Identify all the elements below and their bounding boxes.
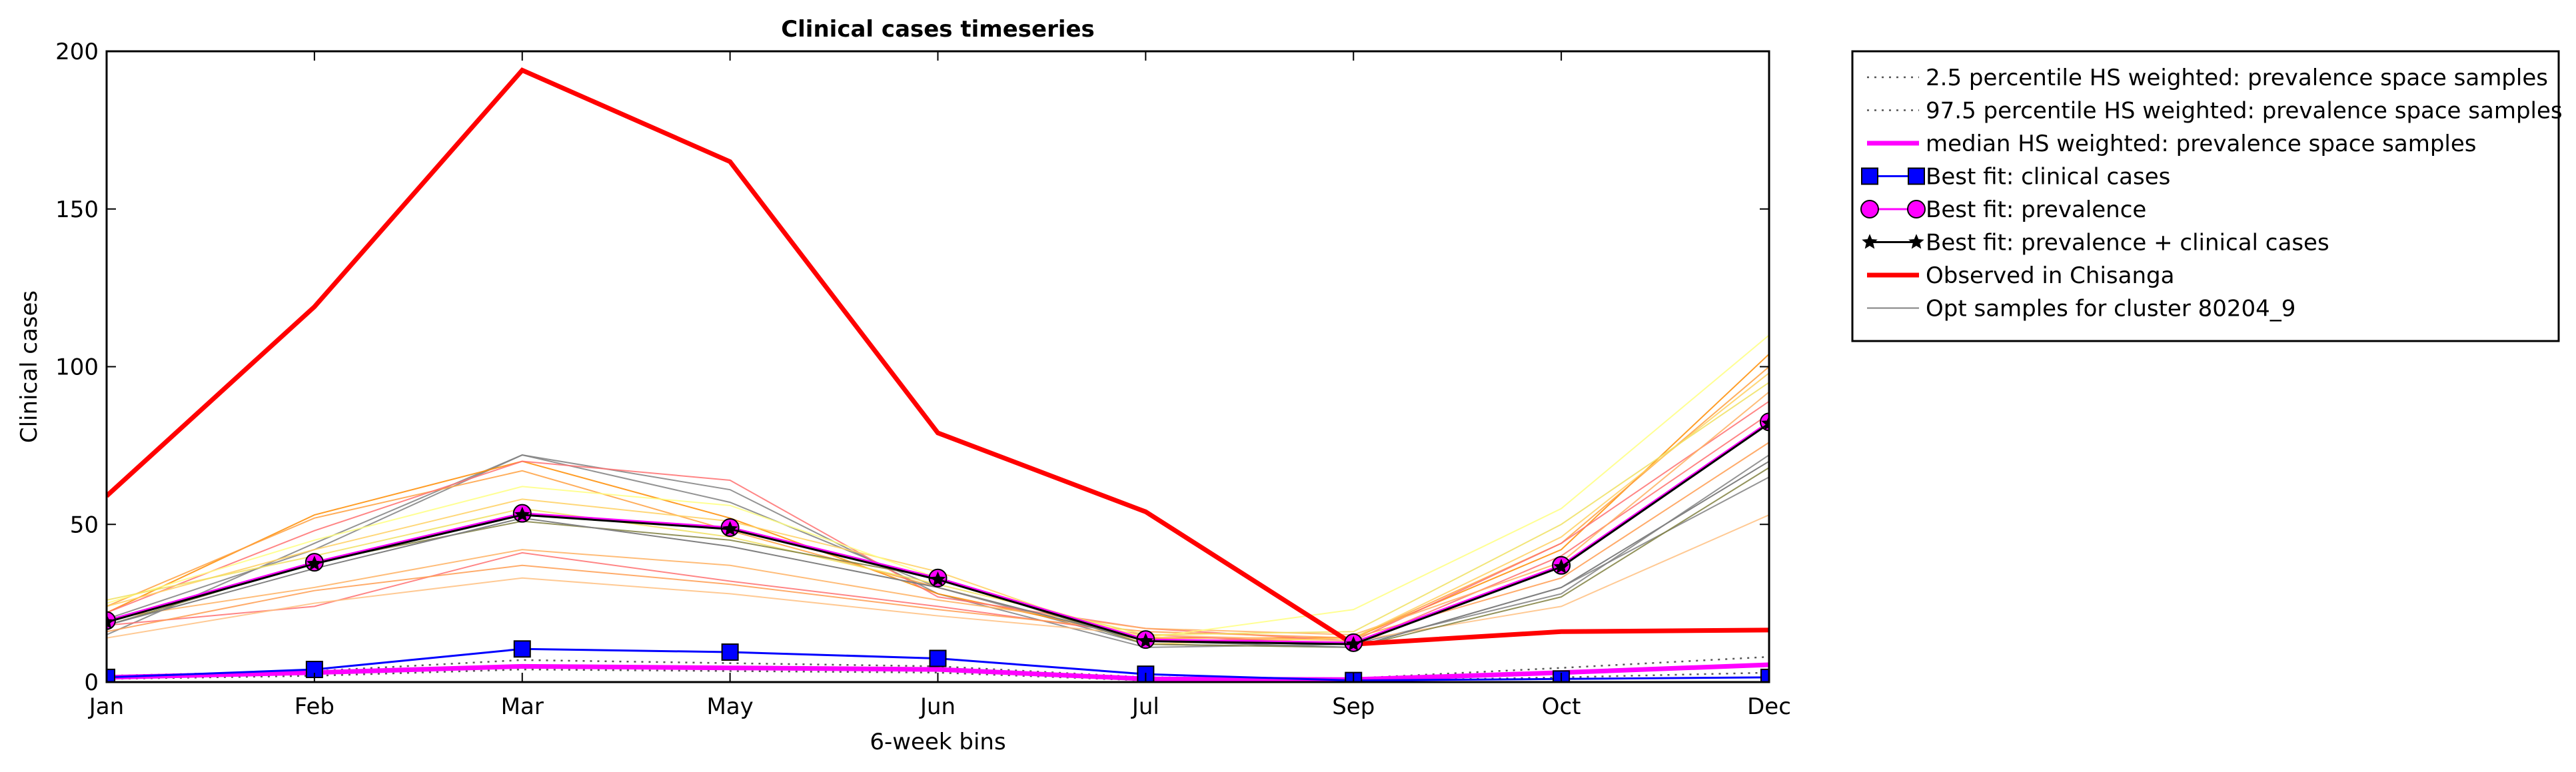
legend-marker-circle bbox=[1907, 200, 1926, 218]
data-point-star bbox=[930, 571, 946, 587]
x-tick-label: Mar bbox=[501, 693, 544, 720]
x-tick-label: Dec bbox=[1747, 693, 1791, 720]
data-point-square bbox=[721, 643, 739, 661]
plot-area bbox=[107, 67, 1769, 682]
legend-entry-label: Best fit: prevalence bbox=[1926, 196, 2146, 223]
y-tick-label: 100 bbox=[55, 354, 99, 381]
x-tick-label: Jan bbox=[88, 693, 124, 720]
sample-line bbox=[107, 400, 1769, 642]
sample-line bbox=[107, 514, 1769, 642]
y-axis-label: Clinical cases bbox=[16, 290, 43, 443]
data-point-star bbox=[514, 506, 530, 522]
x-tick-label: Jul bbox=[1131, 693, 1159, 720]
legend-marker-star bbox=[1862, 234, 1878, 249]
x-tick-label: Sep bbox=[1332, 693, 1375, 720]
data-point-star bbox=[1345, 635, 1361, 651]
series-line bbox=[107, 662, 1769, 682]
legend-entry-label: 2.5 percentile HS weighted: prevalence s… bbox=[1926, 65, 2548, 91]
data-point-square bbox=[929, 649, 947, 667]
data-point-star bbox=[307, 556, 322, 571]
chart-title: Clinical cases timeseries bbox=[781, 16, 1095, 43]
data-point-star bbox=[722, 521, 738, 536]
x-tick-label: Jun bbox=[919, 693, 956, 720]
series-line bbox=[107, 422, 1769, 645]
legend-entry-label: Observed in Chisanga bbox=[1926, 262, 2174, 289]
sample-line bbox=[107, 391, 1769, 635]
data-point-square bbox=[107, 668, 115, 682]
series-line bbox=[107, 655, 1769, 679]
legend-entry-label: 97.5 percentile HS weighted: prevalence … bbox=[1926, 98, 2563, 125]
sample-line bbox=[107, 413, 1769, 645]
data-point-square bbox=[513, 640, 531, 658]
x-axis-label: 6-week bins bbox=[870, 729, 1005, 755]
legend-entry-label: Opt samples for cluster 80204_9 bbox=[1926, 296, 2295, 322]
series-line bbox=[107, 460, 1769, 648]
legend-box bbox=[1851, 50, 2560, 342]
series-group bbox=[107, 67, 1769, 682]
data-point-square bbox=[1760, 668, 1769, 682]
x-tick-label: Oct bbox=[1542, 693, 1581, 720]
sample-line bbox=[107, 334, 1769, 639]
data-point-star bbox=[1137, 633, 1154, 648]
legend-marker-circle bbox=[1860, 200, 1879, 218]
legend-marker-square bbox=[1861, 167, 1878, 185]
data-point-star bbox=[1553, 558, 1569, 574]
y-tick-label: 50 bbox=[70, 512, 99, 538]
y-tick-label: 150 bbox=[55, 196, 99, 223]
legend-marker-square bbox=[1908, 167, 1925, 185]
sample-line bbox=[107, 353, 1769, 639]
legend-entry-label: median HS weighted: prevalence space sam… bbox=[1926, 131, 2477, 157]
legend-entry-label: Best fit: prevalence + clinical cases bbox=[1926, 230, 2329, 256]
x-tick-label: May bbox=[706, 693, 753, 720]
x-tick-label: Feb bbox=[295, 693, 334, 720]
legend: 2.5 percentile HS weighted: prevalence s… bbox=[1851, 50, 2563, 342]
legend-marker-star bbox=[1908, 234, 1924, 249]
sample-line bbox=[107, 454, 1769, 648]
legend-entry-label: Best fit: clinical cases bbox=[1926, 164, 2170, 191]
sample-line bbox=[107, 442, 1769, 639]
data-point-star bbox=[1761, 415, 1769, 430]
data-point-star bbox=[107, 613, 115, 629]
axes: 0 50 100 150 200 Jan Feb Mar May Jun Jul Sep Oct Dec bbox=[55, 39, 1791, 720]
series-line bbox=[107, 67, 1769, 647]
y-tick-label: 0 bbox=[84, 669, 99, 696]
sample-line bbox=[107, 454, 1769, 648]
y-tick-label: 200 bbox=[55, 39, 99, 65]
